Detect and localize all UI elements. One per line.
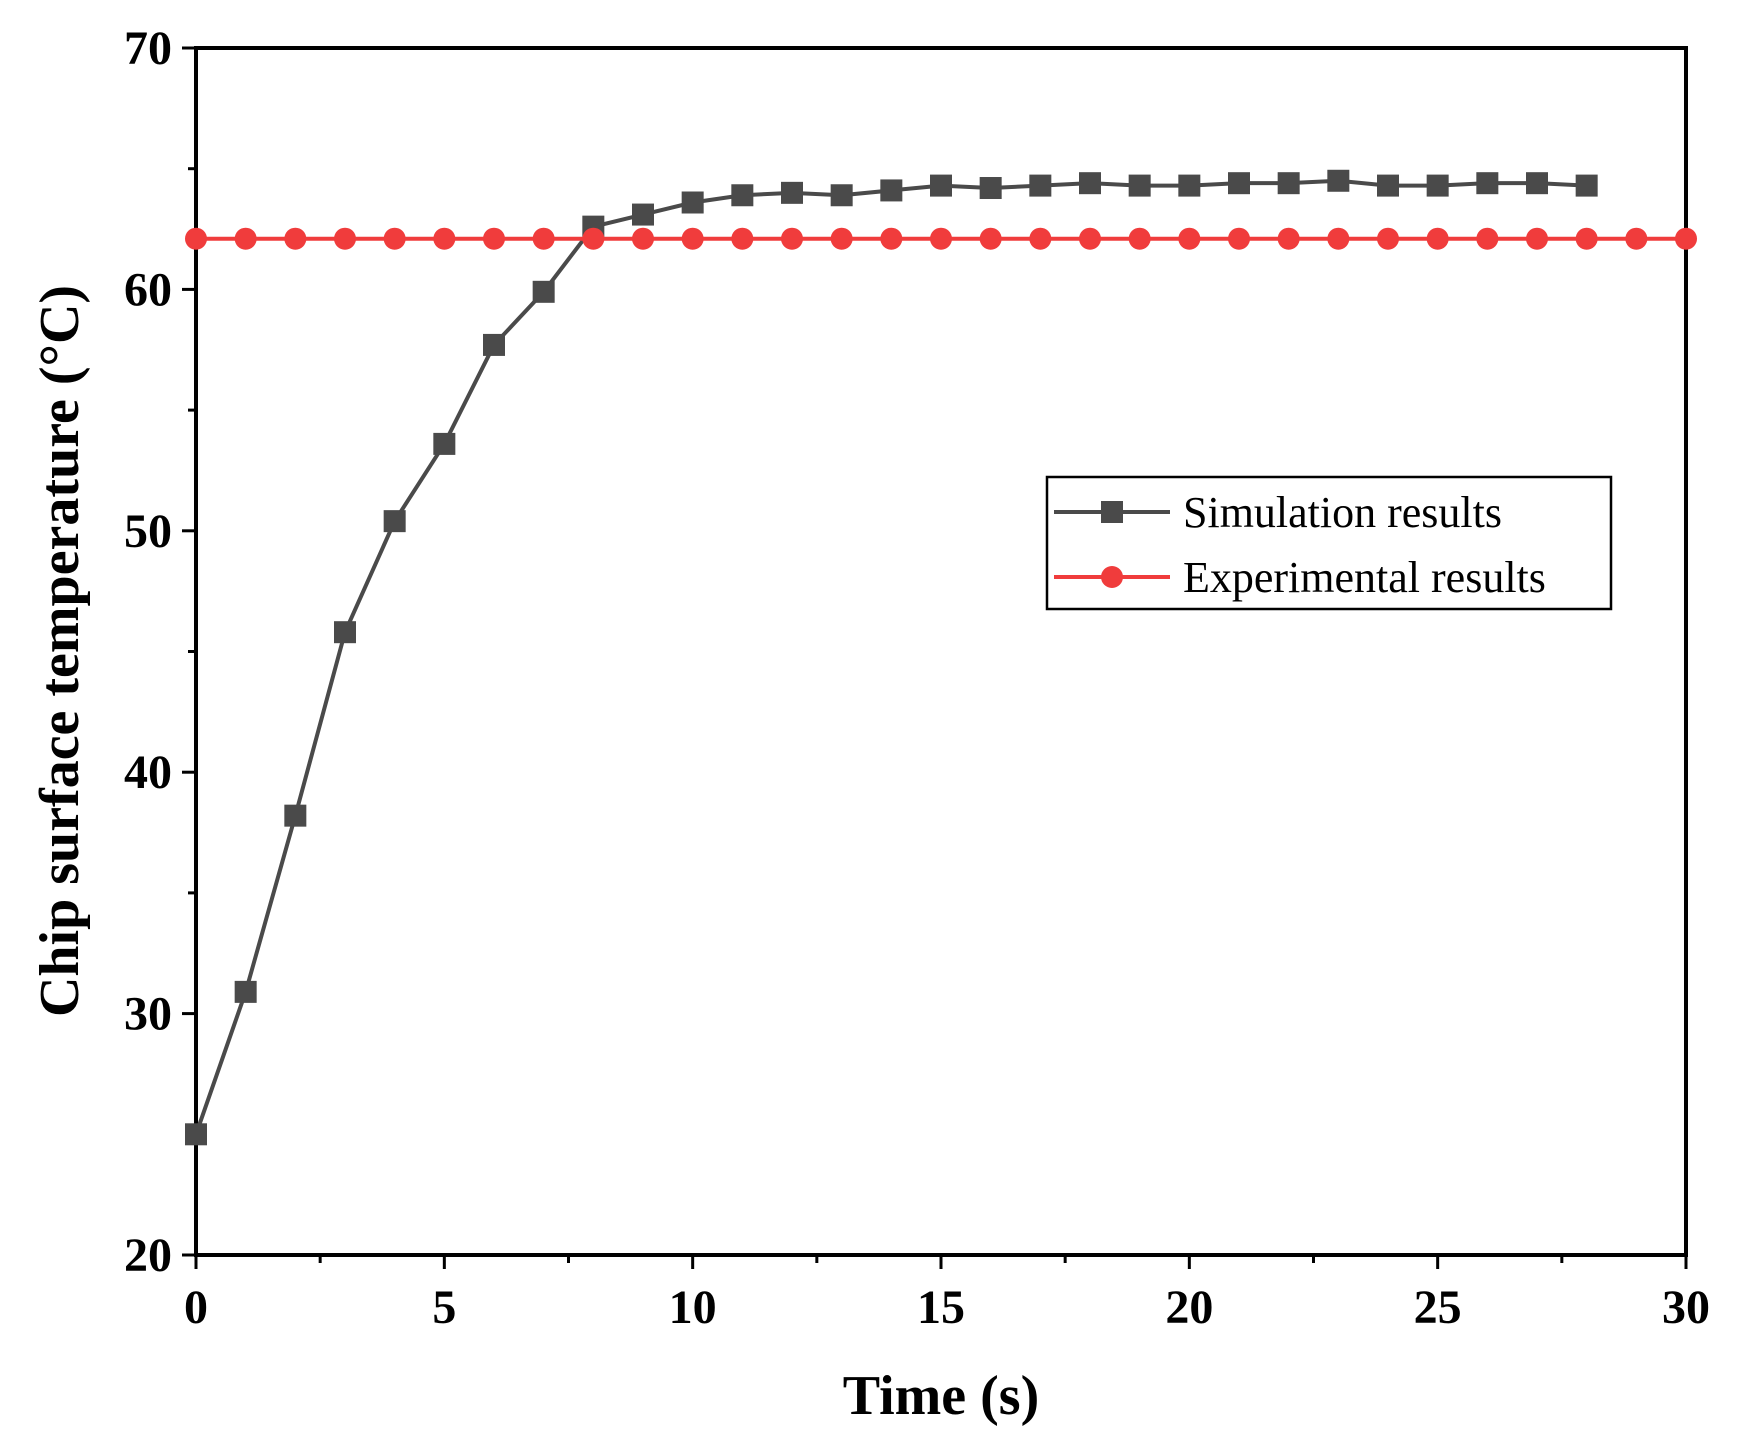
data-point-simulation [1426, 174, 1449, 197]
data-point-simulation [1079, 172, 1101, 195]
data-point-experimental [383, 227, 406, 250]
data-point-simulation [234, 980, 257, 1003]
x-tick-label: 15 [917, 1281, 965, 1334]
data-point-simulation [383, 510, 406, 533]
data-point-experimental [781, 227, 803, 250]
data-point-experimental [930, 227, 952, 250]
legend-label-simulation: Simulation results [1183, 488, 1502, 537]
data-point-experimental [433, 227, 456, 250]
data-point-experimental [1128, 227, 1151, 250]
data-point-experimental [1327, 227, 1350, 250]
data-point-experimental [532, 227, 555, 250]
data-point-experimental [1575, 227, 1598, 250]
x-tick-label: 5 [432, 1281, 456, 1334]
y-axis-title: Chip surface temperature (°C) [29, 285, 91, 1017]
data-point-simulation [284, 804, 307, 827]
x-tick-label: 25 [1414, 1281, 1462, 1334]
data-point-experimental [1178, 227, 1201, 250]
data-point-simulation [632, 203, 654, 226]
legend-marker-experimental [1101, 566, 1123, 588]
data-point-simulation [433, 432, 456, 455]
data-point-experimental [830, 227, 853, 250]
data-point-experimental [185, 227, 207, 250]
data-point-experimental [1675, 227, 1697, 250]
data-point-experimental [1625, 227, 1648, 250]
data-point-experimental [681, 227, 704, 250]
data-point-simulation [1228, 172, 1250, 195]
data-point-experimental [483, 227, 505, 250]
x-tick-label: 0 [184, 1281, 208, 1334]
data-point-experimental [1526, 227, 1548, 250]
data-point-experimental [234, 227, 257, 250]
data-point-experimental [880, 227, 903, 250]
data-point-simulation [532, 280, 555, 303]
data-point-experimental [1277, 227, 1300, 250]
data-point-simulation [1327, 169, 1350, 192]
series-layer [185, 169, 1697, 1146]
data-point-experimental [334, 227, 356, 250]
legend-box [1045, 475, 1613, 611]
data-point-simulation [185, 1123, 207, 1146]
y-tick-label: 20 [124, 1229, 172, 1282]
data-point-simulation [1526, 172, 1548, 195]
legend-marker-simulation [1101, 501, 1123, 523]
data-point-simulation [1277, 172, 1300, 195]
data-point-simulation [731, 184, 754, 207]
data-point-experimental [632, 227, 654, 250]
data-point-experimental [1377, 227, 1399, 250]
data-point-simulation [681, 191, 704, 214]
data-point-simulation [979, 177, 1002, 200]
data-point-simulation [880, 179, 903, 202]
data-point-experimental [1029, 227, 1052, 250]
data-point-experimental [979, 227, 1002, 250]
y-tick-label: 40 [124, 746, 172, 799]
data-point-experimental [1476, 227, 1499, 250]
x-tick-label: 20 [1165, 1281, 1213, 1334]
x-axis-title: Time (s) [843, 1365, 1040, 1427]
series-line-simulation [194, 178, 1587, 1135]
data-point-simulation [1029, 174, 1052, 197]
data-point-simulation [1575, 174, 1598, 197]
data-point-simulation [1178, 174, 1201, 197]
x-tick-label: 30 [1662, 1281, 1710, 1334]
y-tick-label: 70 [124, 22, 172, 75]
data-point-experimental [1079, 227, 1101, 250]
data-point-simulation [1128, 174, 1151, 197]
y-tick-label: 60 [124, 263, 172, 316]
y-tick-label: 50 [124, 505, 172, 558]
data-point-simulation [334, 621, 356, 644]
data-point-experimental [1228, 227, 1250, 250]
data-point-experimental [582, 227, 605, 250]
data-point-simulation [1476, 172, 1499, 195]
axis-ticks: 0 5 10 15 20 25 30 20 30 40 50 60 70 [124, 22, 1710, 1334]
legend: Simulation results Experimental results [1045, 475, 1613, 611]
data-point-simulation [930, 174, 952, 197]
data-point-simulation [483, 333, 505, 356]
data-point-simulation [781, 181, 803, 204]
y-tick-label: 30 [124, 988, 172, 1041]
data-point-experimental [1426, 227, 1449, 250]
legend-label-experimental: Experimental results [1183, 553, 1546, 602]
data-point-simulation [1377, 174, 1399, 197]
data-point-simulation [830, 184, 853, 207]
data-point-experimental [731, 227, 754, 250]
x-tick-label: 10 [669, 1281, 717, 1334]
data-point-experimental [284, 227, 307, 250]
